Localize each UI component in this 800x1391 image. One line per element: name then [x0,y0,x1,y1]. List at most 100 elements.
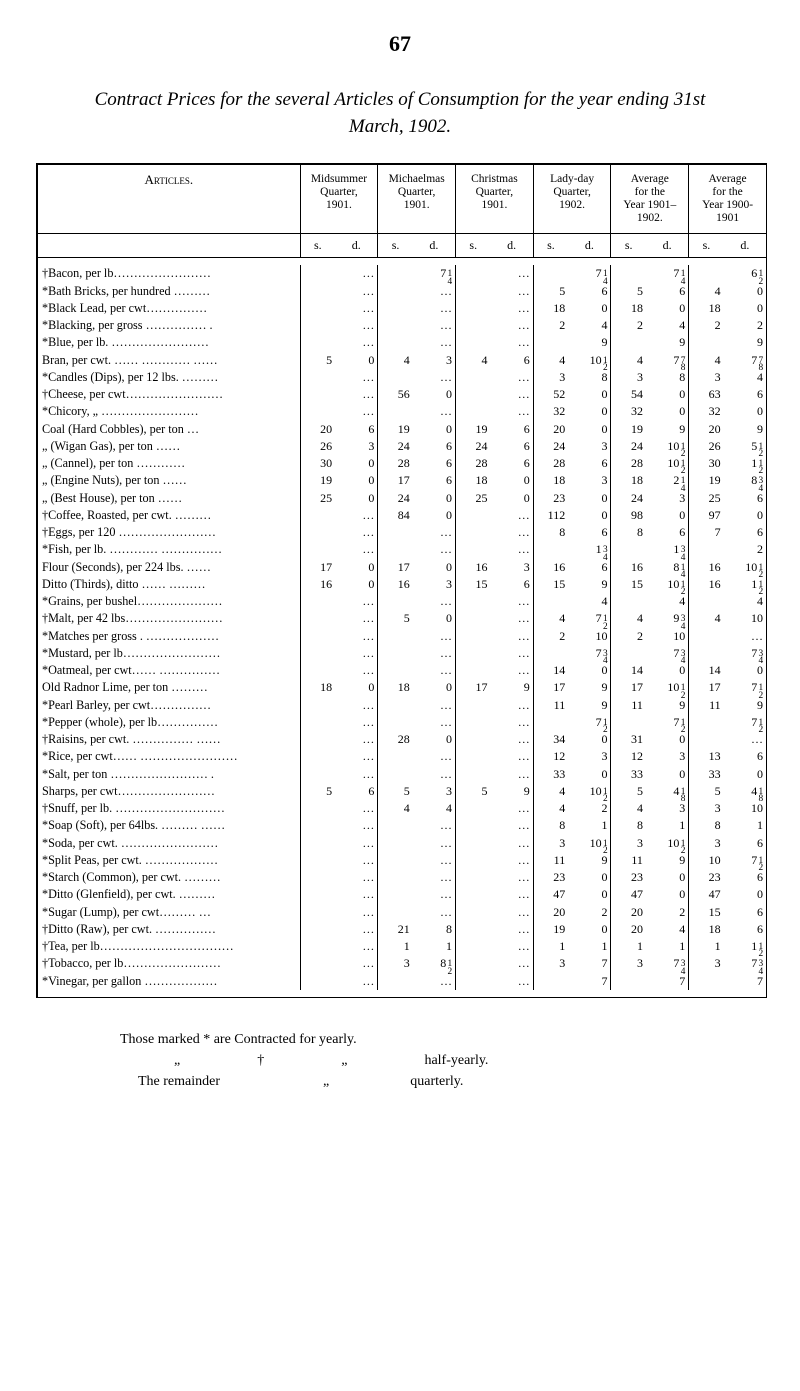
cell-pence: 3 [413,576,456,593]
cell-shillings: 7 [689,524,724,541]
cell-pence: 6 [724,835,766,852]
sd-d: d. [646,234,689,258]
header-articles: Articles. [38,165,300,234]
cell-shillings: 20 [689,421,724,438]
cell-pence: … [335,921,378,938]
article-name: *Chicory, „ …………………… [38,403,300,420]
table-row: Coal (Hard Cobbles), per ton …2061901962… [38,421,766,438]
cell-shillings: 4 [456,352,491,369]
article-name: *Grains, per bushel………………… [38,593,300,610]
cell-shillings: 1 [611,938,646,955]
cell-shillings: 23 [533,869,568,886]
footnote-line-3: The remainder „ quarterly. [120,1071,764,1092]
cell-shillings [378,283,413,300]
cell-pence: 9 [568,697,611,714]
cell-shillings [300,541,335,558]
header-col-5: Averagefor theYear 1901–1902. [611,165,689,234]
cell-pence: … [413,904,456,921]
cell-pence: … [335,541,378,558]
cell-shillings: 2 [611,317,646,334]
cell-pence: … [335,507,378,524]
cell-shillings: 16 [611,559,646,576]
cell-pence: … [413,766,456,783]
article-name: *Oatmeal, per cwt…… …………… [38,662,300,679]
cell-shillings [456,265,491,282]
cell-shillings: 25 [300,490,335,507]
cell-shillings [611,645,646,662]
cell-shillings [378,904,413,921]
cell-shillings: 11 [533,697,568,714]
cell-pence: 9 [724,334,766,351]
cell-shillings [300,507,335,524]
article-name: Coal (Hard Cobbles), per ton … [38,421,300,438]
cell-pence: 6 [491,438,534,455]
cell-shillings [378,265,413,282]
cell-pence: 4 [568,317,611,334]
cell-shillings [689,645,724,662]
cell-pence: 2 [568,904,611,921]
cell-shillings [378,869,413,886]
cell-shillings: 12 [533,748,568,765]
table-row: *Salt, per ton …………………… .………330330330 [38,766,766,783]
cell-shillings [300,835,335,852]
cell-shillings [300,524,335,541]
cell-pence: 0 [413,507,456,524]
cell-shillings: 30 [689,455,724,472]
cell-shillings: 112 [533,507,568,524]
cell-shillings [611,593,646,610]
cell-shillings [378,317,413,334]
table-row: *Pepper (whole), per lb……………………712712712 [38,714,766,731]
cell-shillings: 23 [533,490,568,507]
cell-shillings [300,662,335,679]
cell-pence: … [335,300,378,317]
table-row: Old Radnor Lime, per ton ………180180179179… [38,679,766,696]
cell-pence: … [335,938,378,955]
cell-shillings: 18 [689,921,724,938]
table-row: Bran, per cwt. …… ………… ……504346410124778… [38,352,766,369]
article-name: †Ditto (Raw), per cwt. …………… [38,921,300,938]
cell-pence: 0 [491,490,534,507]
cell-pence: … [491,731,534,748]
cell-pence: … [491,817,534,834]
cell-pence: … [491,265,534,282]
cell-shillings: 97 [689,507,724,524]
cell-shillings: 25 [456,490,491,507]
cell-shillings: 23 [689,869,724,886]
article-name: *Matches per gross . ……………… [38,628,300,645]
cell-pence: 112 [724,938,766,955]
table-row: †Raisins, per cwt. …………… ………280…340310… [38,731,766,748]
cell-shillings: 16 [689,559,724,576]
cell-shillings [533,645,568,662]
cell-shillings [378,524,413,541]
cell-pence: 0 [568,766,611,783]
cell-shillings [378,835,413,852]
cell-shillings: 20 [533,421,568,438]
article-name: †Bacon, per lb…………………… [38,265,300,282]
cell-pence: 9 [491,679,534,696]
cell-pence: 0 [413,731,456,748]
cell-pence: 8 [413,921,456,938]
cell-shillings: 13 [689,748,724,765]
cell-pence: 0 [413,490,456,507]
article-name: *Fish, per lb. ………… …………… [38,541,300,558]
table-row: *Soap (Soft), per 64lbs. ……… ……………818181 [38,817,766,834]
cell-pence: … [491,697,534,714]
cell-pence: 1012 [646,679,689,696]
article-name: „ (Engine Nuts), per ton …… [38,472,300,489]
cell-shillings: 28 [456,455,491,472]
cell-shillings: 11 [689,697,724,714]
cell-pence: 6 [724,921,766,938]
cell-shillings: 63 [689,386,724,403]
cell-pence: 6 [724,904,766,921]
cell-shillings: 20 [611,921,646,938]
cell-pence: 6 [568,524,611,541]
cell-pence: 9 [568,576,611,593]
cell-pence: … [413,748,456,765]
cell-pence: … [491,921,534,938]
cell-shillings [456,369,491,386]
cell-pence: … [335,973,378,990]
cell-shillings [456,593,491,610]
cell-shillings: 19 [533,921,568,938]
cell-shillings [456,886,491,903]
table-row: „ (Wigan Gas), per ton ……263246246243241… [38,438,766,455]
